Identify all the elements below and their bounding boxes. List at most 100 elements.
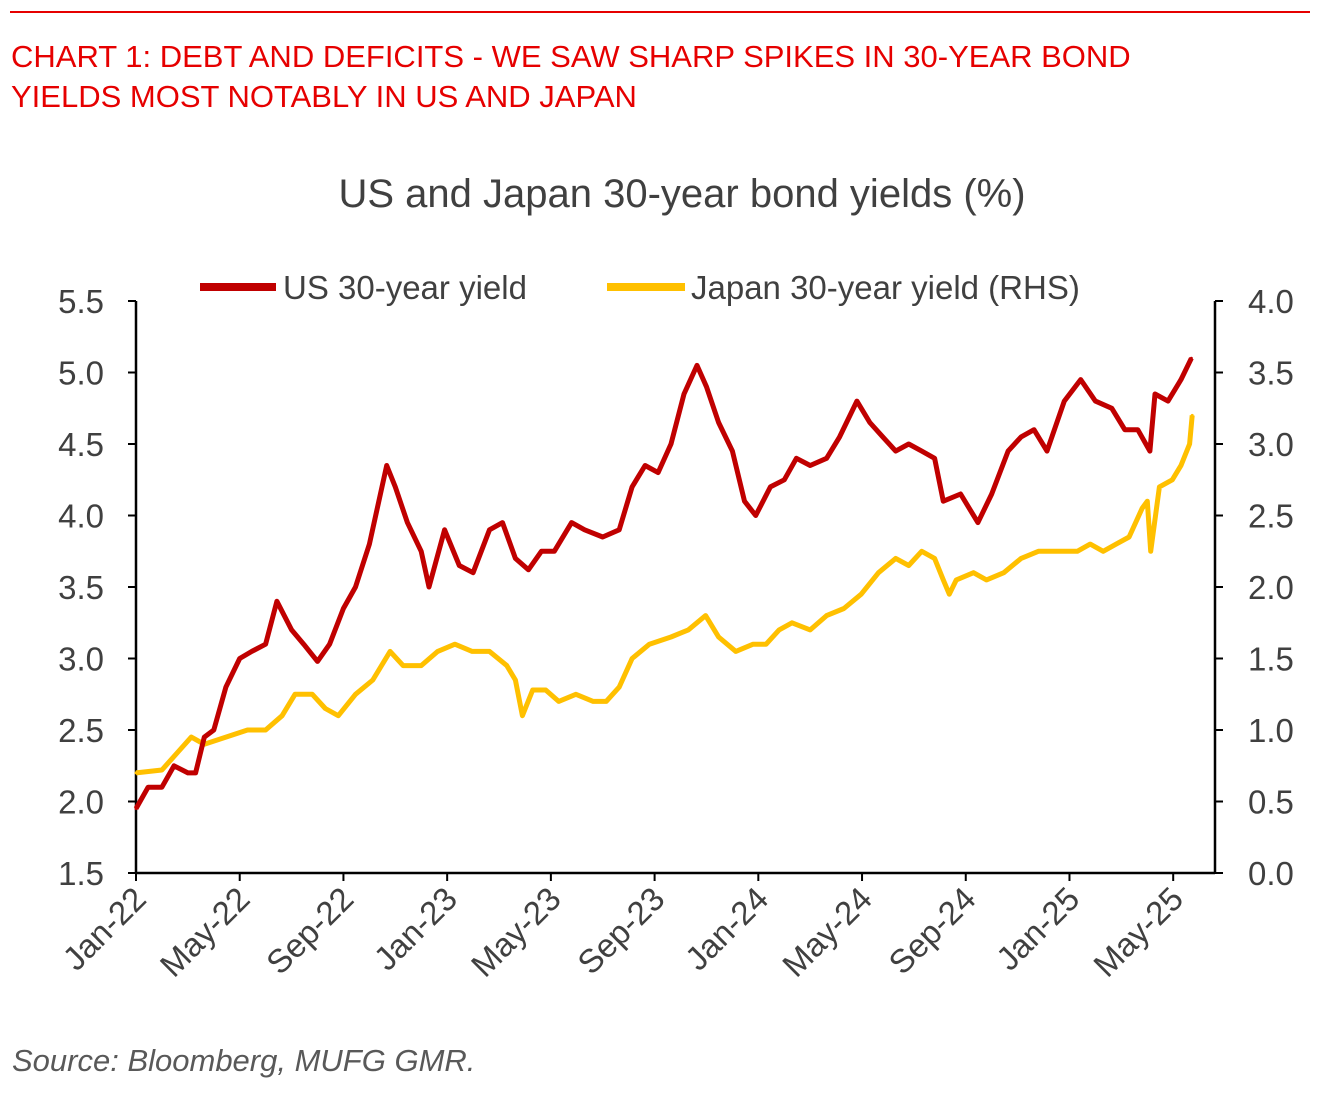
japan-yield-point xyxy=(686,628,690,632)
chart-title: US and Japan 30-year bond yields (%) xyxy=(338,172,1025,216)
japan-yield-point xyxy=(293,692,297,696)
us-yield-point xyxy=(768,485,772,489)
japan-yield-point xyxy=(1179,463,1183,467)
chart-heading: CHART 1: DEBT AND DEFICITS - WE SAW SHAR… xyxy=(11,37,1311,117)
us-yield-point xyxy=(328,642,332,646)
japan-yield-point xyxy=(1188,442,1192,446)
x-tick-label: Sep-23 xyxy=(570,880,671,981)
us-yield-point xyxy=(941,499,945,503)
japan-yield-point xyxy=(280,714,284,718)
us-yield-point xyxy=(457,564,461,568)
us-yield-point xyxy=(354,585,358,589)
us-yield-point xyxy=(894,449,898,453)
japan-yield-point xyxy=(669,635,673,639)
us-yield-point xyxy=(1123,428,1127,432)
japan-yield-point xyxy=(907,564,911,568)
us-yield-point xyxy=(186,771,190,775)
us-yield-point xyxy=(264,642,268,646)
japan-yield-point xyxy=(704,614,708,618)
japan-yield-point xyxy=(520,714,524,718)
us-yield-point xyxy=(933,456,937,460)
us-yield-point xyxy=(855,399,859,403)
japan-yield-point xyxy=(941,578,945,582)
us-yield-point xyxy=(601,535,605,539)
us-yield-point xyxy=(617,528,621,532)
right-tick-label: 3.0 xyxy=(1248,426,1294,463)
left-tick-label: 2.5 xyxy=(58,712,104,749)
x-tick-label: Jan-23 xyxy=(367,880,465,978)
japan-yield-point xyxy=(488,649,492,653)
us-yield-point xyxy=(405,521,409,525)
us-yield-point xyxy=(1079,378,1083,382)
us-yield-point xyxy=(730,449,734,453)
us-yield-point xyxy=(1045,449,1049,453)
left-tick-label: 1.5 xyxy=(58,855,104,892)
japan-yield-point xyxy=(876,571,880,575)
us-yield-point xyxy=(695,363,699,367)
us-yield-point xyxy=(907,442,911,446)
japan-yield-point xyxy=(920,549,924,553)
right-tick-label: 2.0 xyxy=(1248,569,1294,606)
us-yield-point xyxy=(754,514,758,517)
japan-yield-point xyxy=(574,692,578,696)
japan-yield-point xyxy=(371,678,375,682)
japan-yield-point xyxy=(1145,499,1149,503)
x-tick-label: Sep-22 xyxy=(259,880,360,981)
us-yield-point xyxy=(1179,378,1183,382)
us-yield-point xyxy=(825,456,829,460)
japan-yield-point xyxy=(617,685,621,689)
right-tick-label: 4.0 xyxy=(1248,283,1294,320)
x-tick-label: Jan-25 xyxy=(989,880,1087,978)
japan-yield-point xyxy=(859,592,863,596)
japan-yield-point xyxy=(1190,413,1194,417)
right-tick-label: 1.0 xyxy=(1248,712,1294,749)
japan-yield-point xyxy=(1101,549,1105,553)
us-yield-point xyxy=(682,392,686,396)
japan-yield-point xyxy=(777,628,781,632)
us-yield-point xyxy=(1019,435,1023,439)
japan-yield-point xyxy=(176,749,180,753)
x-tick-label: May-22 xyxy=(153,880,257,984)
japan-yield-point xyxy=(647,642,651,646)
japan-yield-point xyxy=(336,714,340,718)
japan-yield-point xyxy=(1088,542,1092,546)
japan-yield-line xyxy=(135,415,1195,776)
us-yield-point xyxy=(385,463,389,467)
us-yield-point xyxy=(990,492,994,496)
us-yield-point xyxy=(1032,428,1036,432)
us-yield-point xyxy=(881,435,885,439)
us-yield-point xyxy=(526,568,530,572)
japan-yield-point xyxy=(310,692,314,696)
us-yield-point xyxy=(419,549,423,553)
japan-yield-point xyxy=(224,735,228,739)
japan-yield-point xyxy=(189,735,193,739)
right-tick-label: 1.5 xyxy=(1248,641,1294,678)
us-yield-point xyxy=(630,485,634,489)
japan-yield-point xyxy=(1114,542,1118,546)
us-yield-point xyxy=(782,478,786,482)
us-yield-point xyxy=(1136,428,1140,432)
us-yield-point xyxy=(794,456,798,460)
us-yield-point xyxy=(341,606,345,610)
left-tick-label: 4.5 xyxy=(58,426,104,463)
us-yield-point xyxy=(513,556,517,560)
japan-yield-point xyxy=(894,556,898,560)
japan-yield-point xyxy=(751,642,755,646)
us-yield-point xyxy=(838,435,842,439)
source-note: Source: Bloomberg, MUFG GMR. xyxy=(12,1043,476,1078)
left-tick-label: 3.5 xyxy=(58,569,104,606)
japan-yield-point xyxy=(1157,485,1161,489)
japan-yield-point xyxy=(513,678,517,682)
japan-yield-point xyxy=(544,688,548,692)
japan-yield-point xyxy=(134,771,138,775)
us-yield-point xyxy=(808,463,812,467)
japan-yield-point xyxy=(401,664,405,668)
japan-yield-point xyxy=(1075,549,1079,553)
us-yield-point xyxy=(742,499,746,503)
left-tick-label: 5.5 xyxy=(58,283,104,320)
us-yield-point xyxy=(302,642,306,646)
us-yield-point xyxy=(224,685,228,689)
japan-yield-point xyxy=(505,664,509,668)
japan-yield-point xyxy=(264,728,268,732)
